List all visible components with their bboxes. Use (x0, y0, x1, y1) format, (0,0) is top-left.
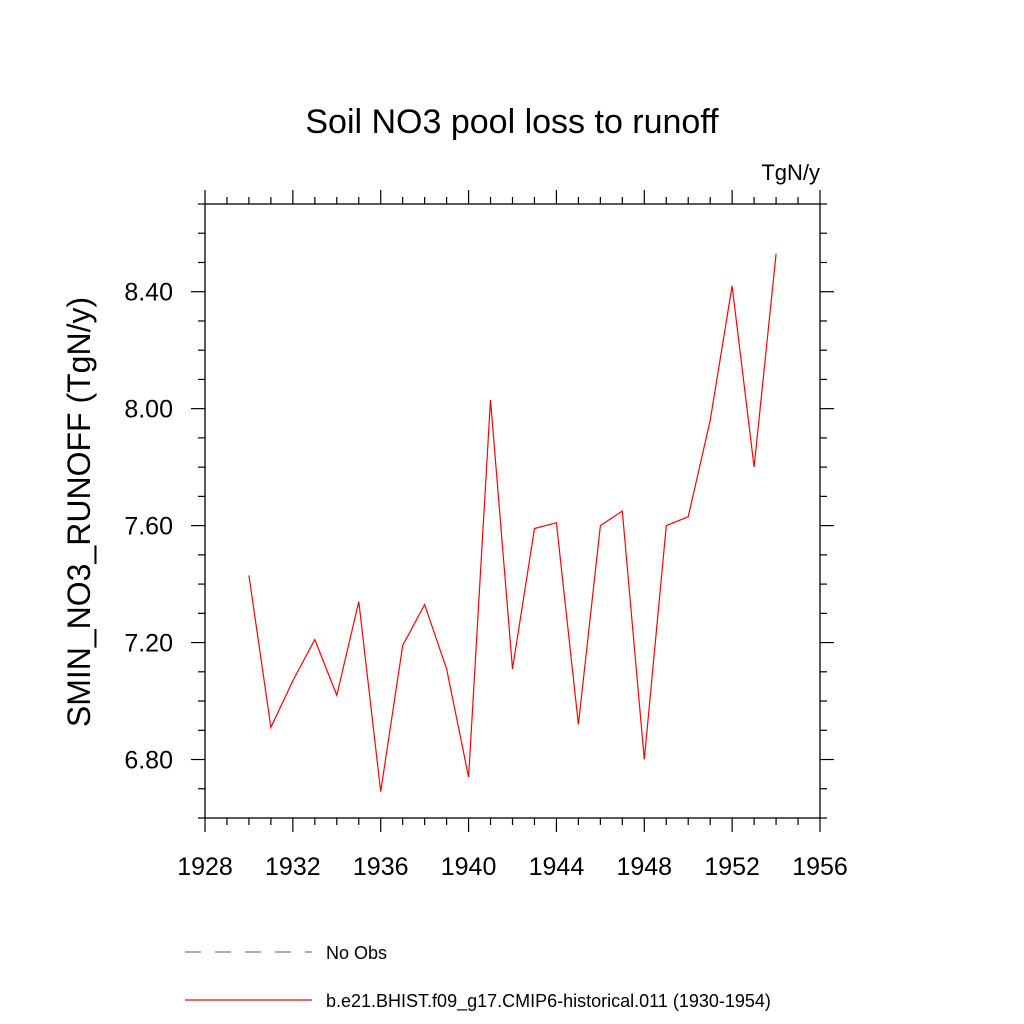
x-tick-label: 1948 (616, 853, 672, 881)
legend-label: No Obs (326, 943, 387, 963)
y-tick-label: 6.80 (124, 747, 173, 775)
y-tick-label: 7.60 (124, 513, 173, 541)
y-tick-label: 8.40 (124, 279, 173, 307)
legend: No Obs b.e21.BHIST.f09_g17.CMIP6-historic… (185, 943, 771, 1012)
y-tick-label: 8.00 (124, 396, 173, 424)
chart-title: Soil NO3 pool loss to runoff (305, 103, 719, 141)
y-tick-label: 7.20 (124, 630, 173, 658)
x-tick-label: 1928 (177, 853, 233, 881)
series-line (248, 253, 777, 792)
series-group (248, 253, 777, 792)
x-tick-label: 1940 (441, 853, 497, 881)
x-tick-label: 1952 (704, 853, 760, 881)
x-tick-label: 1956 (792, 853, 848, 881)
x-tick-label: 1936 (353, 853, 409, 881)
y-axis-label: SMIN_NO3_RUNOFF (TgN/y) (61, 297, 97, 727)
legend-label: b.e21.BHIST.f09_g17.CMIP6-historical.011… (326, 991, 771, 1012)
units-label: TgN/y (761, 160, 820, 185)
axis-ticks (191, 190, 834, 832)
plot-frame (204, 203, 821, 819)
x-tick-label: 1944 (529, 853, 585, 881)
x-tick-label: 1932 (265, 853, 321, 881)
tick-labels: 1928 1932 1936 1940 1944 1948 1952 1956 6.80 7.20… (124, 279, 847, 881)
